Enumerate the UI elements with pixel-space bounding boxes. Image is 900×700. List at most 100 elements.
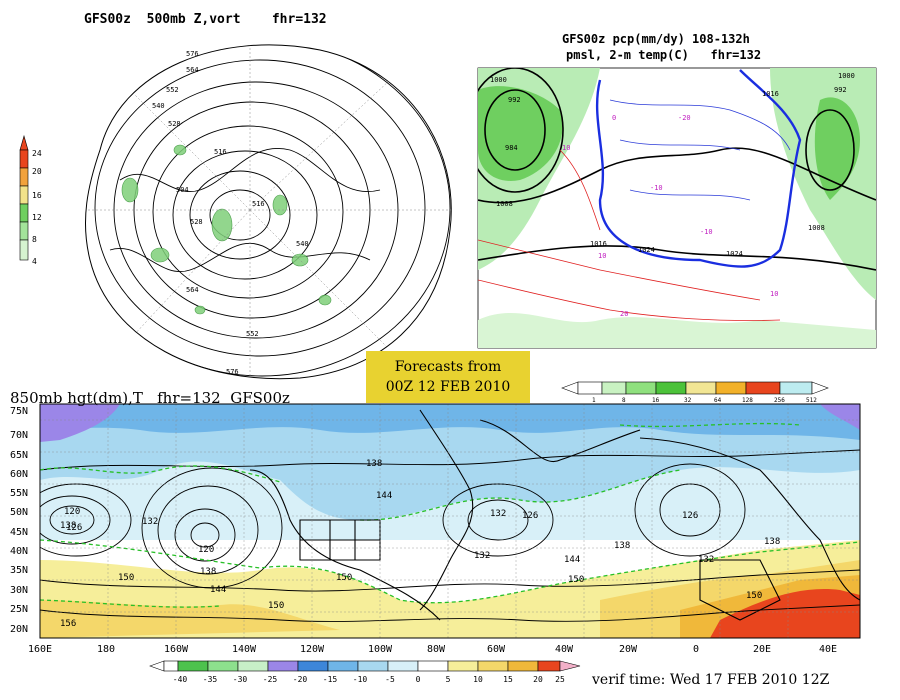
- height-label: 132: [490, 509, 506, 519]
- lat-label: 50N: [10, 507, 28, 518]
- height-label: 150: [568, 575, 584, 585]
- temp-colorbar-tick: -25: [263, 675, 278, 684]
- height-label: 120: [198, 545, 214, 555]
- precip-colorbar-tick: 128: [742, 397, 753, 404]
- isobar-label: 1000: [838, 72, 855, 80]
- temp-label: -20: [678, 114, 691, 122]
- isobar-label: 1008: [808, 224, 825, 232]
- temp-colorbar-tick: -15: [323, 675, 338, 684]
- temp-colorbar-tick: 10: [473, 675, 483, 684]
- precip-panel-title-line1: GFS00z pcp(mm/dy) 108-132h: [562, 32, 750, 46]
- lon-label: 120W: [300, 644, 325, 655]
- lat-label: 60N: [10, 469, 28, 480]
- height-label: 126: [682, 511, 698, 521]
- height-label: 132: [142, 517, 158, 527]
- height-label: 138: [200, 567, 216, 577]
- lon-label: 160W: [164, 644, 189, 655]
- height-label: 144: [376, 491, 392, 501]
- lon-label: 180: [97, 644, 115, 655]
- height-label: 132: [698, 555, 714, 565]
- lon-label: 60W: [487, 644, 506, 655]
- polar-contour-label: 540: [296, 240, 309, 248]
- temp-colorbar-tick: -10: [353, 675, 368, 684]
- verif-time: verif time: Wed 17 FEB 2010 12Z: [592, 672, 830, 688]
- isobar-label: 992: [834, 86, 847, 94]
- polar-colorbar-tick: 20: [32, 167, 42, 176]
- forecast-init-line2: 00Z 12 FEB 2010: [385, 379, 511, 395]
- polar-map: 576 564 552 540 528 516 504 516 528 540 …: [85, 44, 452, 380]
- precip-colorbar-tick: 256: [774, 397, 785, 404]
- polar-colorbar-tick: 4: [32, 257, 37, 266]
- temp-label: -10: [700, 228, 713, 236]
- precip-colorbar: 1 8 16 32 64 128 256 512: [561, 381, 829, 404]
- polar-contour-label: 552: [246, 330, 259, 338]
- lon-label: 40W: [555, 644, 574, 655]
- polar-colorbar: 24 20 16 12 8 4: [19, 134, 42, 266]
- temp-colorbar-tick: 0: [416, 675, 421, 684]
- height-label: 150: [118, 573, 134, 583]
- height-label: 144: [210, 585, 226, 595]
- polar-colorbar-tick: 8: [32, 235, 37, 244]
- temp-colorbar-tick: 15: [503, 675, 513, 684]
- polar-contour-label: 528: [168, 120, 181, 128]
- precip-colorbar-tick: 16: [652, 397, 660, 404]
- lat-label: 25N: [10, 604, 28, 615]
- lat-label: 65N: [10, 450, 28, 461]
- polar-colorbar-tick: 12: [32, 213, 42, 222]
- precip-colorbar-tick: 64: [714, 397, 722, 404]
- temp-label: 0: [612, 114, 616, 122]
- polar-contour-label: 528: [190, 218, 203, 226]
- isobar-label: 1024: [726, 250, 743, 258]
- polar-contour-label: 576: [186, 50, 199, 58]
- polar-colorbar-tick: 24: [32, 149, 42, 158]
- lat-label: 45N: [10, 527, 28, 538]
- lon-label: 0: [693, 644, 699, 655]
- precip-colorbar-tick: 32: [684, 397, 692, 404]
- lon-label: 100W: [368, 644, 393, 655]
- height-label: 120: [64, 507, 80, 517]
- lat-label: 70N: [10, 430, 28, 441]
- isobar-label: 1016: [590, 240, 607, 248]
- height-label: 138: [614, 541, 630, 551]
- height-label: 126: [522, 511, 538, 521]
- lon-label: 80W: [427, 644, 446, 655]
- height-label: 138: [366, 459, 382, 469]
- temp-label: -10: [650, 184, 663, 192]
- temp-colorbar-tick: -20: [293, 675, 308, 684]
- lat-label: 55N: [10, 488, 28, 499]
- temp-colorbar-tick: -5: [385, 675, 395, 684]
- temp-colorbar: -40 -35 -30 -25 -20 -15 -10 -5 0 5 10 15…: [149, 660, 581, 684]
- height-label: 138: [764, 537, 780, 547]
- isobar-label: 984: [505, 144, 518, 152]
- lat-label: 35N: [10, 565, 28, 576]
- main-850mb-map: 138 126 120 132 120 138 144 150 150 144 …: [10, 403, 861, 655]
- precip-colorbar-tick: 8: [622, 397, 626, 404]
- precip-map: 1000 992 984 1008 1016 1024 1016 1008 10…: [477, 67, 877, 349]
- polar-contour-label: 564: [186, 66, 199, 74]
- lon-label: 40E: [819, 644, 837, 655]
- polar-contour-label: 540: [152, 102, 165, 110]
- isobar-label: 1016: [762, 90, 779, 98]
- precip-colorbar-tick: 512: [806, 397, 817, 404]
- isobar-label: 1000: [490, 76, 507, 84]
- temp-colorbar-tick: -30: [233, 675, 248, 684]
- temp-colorbar-tick: -40: [173, 675, 188, 684]
- temp-label: 10: [770, 290, 778, 298]
- lat-label: 30N: [10, 585, 28, 596]
- temp-colorbar-tick: -35: [203, 675, 218, 684]
- polar-contour-label: 504: [176, 186, 189, 194]
- height-label: 150: [746, 591, 762, 601]
- isobar-label: 1008: [496, 200, 513, 208]
- isobar-label: 1024: [638, 246, 655, 254]
- lon-label: 160E: [28, 644, 52, 655]
- height-label: 156: [60, 619, 76, 629]
- precip-colorbar-tick: 1: [592, 397, 596, 404]
- height-label: 126: [66, 523, 82, 533]
- polar-panel-title: GFS00z 500mb Z,vort fhr=132: [84, 12, 327, 27]
- temp-label: 10: [562, 144, 570, 152]
- lon-label: 140W: [232, 644, 257, 655]
- precip-panel-title-line2: pmsl, 2-m temp(C) fhr=132: [566, 48, 762, 62]
- polar-contour-label: 516: [252, 200, 265, 208]
- temp-colorbar-tick: 25: [555, 675, 565, 684]
